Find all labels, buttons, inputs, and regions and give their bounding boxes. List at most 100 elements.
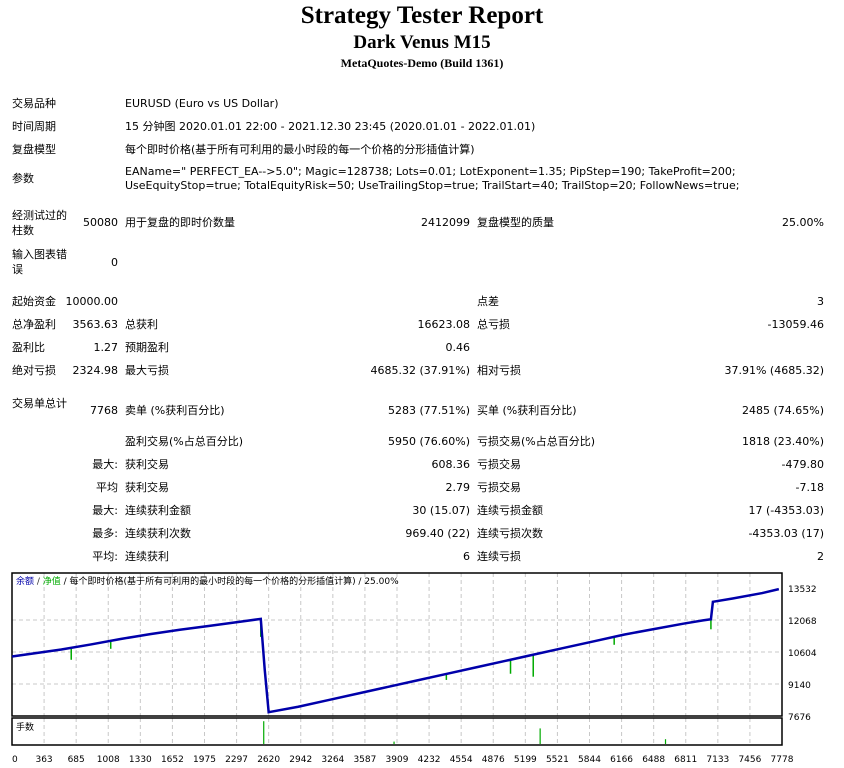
max-prefix: 最大:	[92, 504, 118, 517]
svg-text:7778: 7778	[771, 755, 794, 765]
gross-profit-label: 总获利	[125, 318, 158, 331]
svg-text:6488: 6488	[642, 755, 665, 765]
average-profit: 2.79	[445, 481, 471, 494]
params-line-1: EAName=" PERFECT_EA-->5.0"; Magic=128738…	[125, 165, 736, 178]
average-prefix: 平均	[96, 481, 118, 494]
expected-payoff-label: 预期盈利	[125, 341, 169, 354]
max-drawdown-label: 最大亏损	[125, 364, 169, 377]
avg-cons-prefix: 平均:	[92, 550, 118, 563]
svg-text:2620: 2620	[257, 755, 280, 765]
rel-drawdown: 37.91% (4685.32)	[724, 364, 824, 377]
maximal-cons-loss: -4353.03 (17)	[748, 527, 824, 540]
profit-trades-label: 盈利交易(%占总百分比)	[125, 435, 244, 448]
ticks-value: 2412099	[421, 216, 470, 229]
largest-profit-label: 获利交易	[125, 458, 169, 471]
model-label: 复盘模型	[12, 143, 56, 156]
short-label: 卖单 (%获利百分比)	[125, 404, 225, 417]
ticks-label: 用于复盘的即时价数量	[125, 216, 235, 229]
maximal-cons-loss-label: 连续亏损次数	[477, 527, 543, 540]
svg-text:1652: 1652	[161, 755, 184, 765]
svg-text:12068: 12068	[788, 617, 817, 627]
net-profit: 3563.63	[72, 318, 119, 331]
total-trades: 7768	[90, 404, 118, 417]
expert-name: Dark Venus M15	[353, 32, 491, 53]
svg-text:13532: 13532	[788, 585, 817, 595]
quality-value: 25.00%	[782, 216, 824, 229]
svg-text:4232: 4232	[418, 755, 441, 765]
max-cons-wins-label: 连续获利金额	[125, 504, 191, 517]
params-line-2: UseEquityStop=true; TotalEquityRisk=50; …	[125, 179, 740, 192]
svg-text:2297: 2297	[225, 755, 248, 765]
largest-profit: 608.36	[431, 458, 471, 471]
maximal-prefix: 最多:	[92, 527, 118, 540]
largest-prefix: 最大:	[92, 458, 118, 471]
gross-loss: -13059.46	[767, 318, 824, 331]
volume-label: 手数	[16, 721, 34, 733]
bars-value: 50080	[83, 216, 118, 229]
equity-line	[70, 618, 712, 680]
profit-trades: 5950 (76.60%)	[387, 435, 470, 448]
maximal-cons-profit: 969.40 (22)	[405, 527, 470, 540]
avg-cons-losses: 2	[817, 550, 824, 563]
svg-text:9140: 9140	[788, 681, 811, 691]
svg-text:4876: 4876	[482, 755, 505, 765]
profit-factor-label: 盈利比	[12, 341, 45, 354]
model-value: 每个即时价格(基于所有可利用的最小时段的每一个价格的分形插值计算)	[125, 143, 475, 156]
svg-text:6811: 6811	[674, 755, 697, 765]
average-profit-label: 获利交易	[125, 481, 169, 494]
maximal-cons-profit-label: 连续获利次数	[125, 527, 191, 540]
total-trades-label: 交易单总计	[12, 397, 67, 410]
svg-text:4554: 4554	[450, 755, 473, 765]
svg-text:7456: 7456	[738, 755, 761, 765]
avg-cons-wins: 6	[463, 550, 470, 563]
svg-text:0: 0	[12, 755, 18, 765]
rel-drawdown-label: 相对亏损	[477, 364, 521, 377]
loss-trades-label: 亏损交易(%占总百分比)	[477, 435, 596, 448]
symbol-value: EURUSD (Euro vs US Dollar)	[125, 97, 279, 110]
short-value: 5283 (77.51%)	[387, 404, 470, 417]
spread-label: 点差	[477, 295, 499, 308]
svg-text:5844: 5844	[578, 755, 601, 765]
x-axis-labels: 0 363 685 1008 1330 1652 1975 2297 2620 2942 3264 3…	[12, 755, 794, 765]
svg-text:1008: 1008	[97, 755, 120, 765]
initial-deposit: 10000.00	[65, 295, 119, 308]
svg-text:3909: 3909	[386, 755, 409, 765]
svg-text:余额 / 净值 / 每个即时价格(基于所有可利用的最小时段的: 余额 / 净值 / 每个即时价格(基于所有可利用的最小时段的每一个价格的分形插值…	[16, 575, 399, 587]
svg-text:1975: 1975	[193, 755, 216, 765]
quality-label: 复盘模型的质量	[477, 216, 554, 229]
report-title: Strategy Tester Report	[300, 2, 544, 29]
long-value: 2485 (74.65%)	[741, 404, 824, 417]
expected-payoff: 0.46	[445, 341, 471, 354]
svg-text:685: 685	[68, 755, 85, 765]
svg-text:1330: 1330	[129, 755, 152, 765]
period-label: 时间周期	[12, 120, 56, 133]
abs-drawdown: 2324.98	[72, 364, 119, 377]
svg-text:7133: 7133	[706, 755, 729, 765]
gross-profit: 16623.08	[417, 318, 471, 331]
balance-equity-chart: 13532 12068 10604 9140 7676 0 363 685 1008 1330 1…	[11, 572, 817, 765]
profit-factor: 1.27	[93, 341, 119, 354]
svg-text:3587: 3587	[353, 755, 376, 765]
chart-title-rest: / 每个即时价格(基于所有可利用的最小时段的每一个价格的分形插值计算) / 25…	[61, 575, 399, 587]
server-build: MetaQuotes-Demo (Build 1361)	[340, 56, 504, 70]
volume-chart-frame	[11, 717, 783, 746]
symbol-label: 交易品种	[12, 97, 56, 110]
y-axis-labels: 13532 12068 10604 9140 7676	[788, 585, 817, 723]
max-cons-wins: 30 (15.07)	[412, 504, 470, 517]
legend-equity: 净值	[43, 575, 61, 587]
bars-label: 经测试过的柱数	[12, 209, 67, 237]
average-loss: -7.18	[795, 481, 824, 494]
largest-loss-label: 亏损交易	[477, 458, 521, 471]
svg-text:7676: 7676	[788, 713, 811, 723]
gross-loss-label: 总亏损	[477, 318, 510, 331]
chart-grid	[12, 573, 782, 745]
period-value: 15 分钟图 2020.01.01 22:00 - 2021.12.30 23:…	[125, 120, 536, 133]
largest-loss: -479.80	[781, 458, 824, 471]
max-cons-losses-label: 连续亏损金额	[477, 504, 543, 517]
max-drawdown: 4685.32 (37.91%)	[370, 364, 470, 377]
errors-value: 0	[111, 256, 118, 269]
svg-text:5521: 5521	[546, 755, 569, 765]
svg-text:3264: 3264	[321, 755, 344, 765]
params-label: 参数	[12, 172, 34, 185]
svg-text:6166: 6166	[610, 755, 633, 765]
